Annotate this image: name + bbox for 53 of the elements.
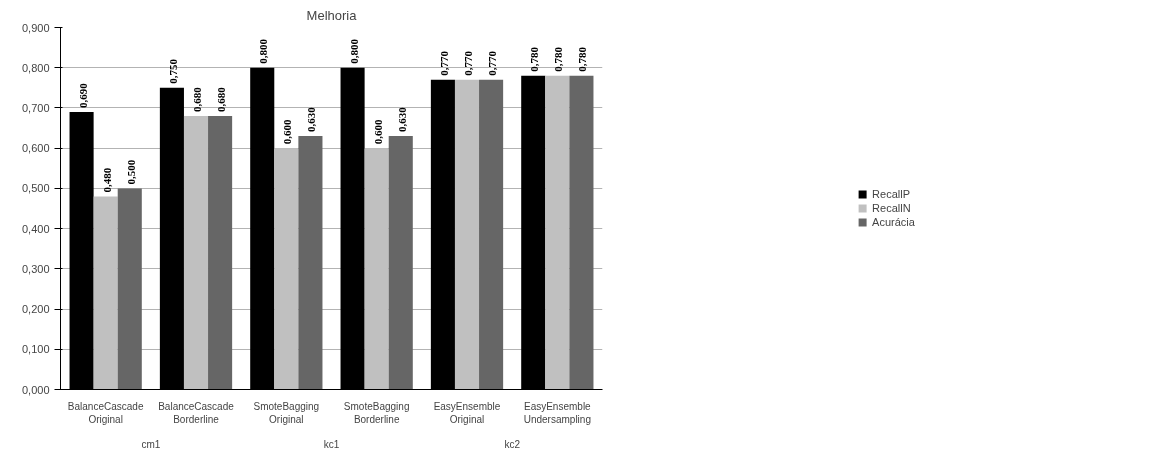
y-tick-label: 0,700 — [21, 101, 50, 114]
data-label: 0,630 — [395, 106, 408, 133]
legend-label: Acurácia — [872, 216, 915, 228]
data-label: 0,680 — [191, 86, 203, 112]
data-label: 0,680 — [215, 86, 228, 112]
legend-label: RecallN — [872, 202, 911, 214]
data-label: 0,800 — [347, 38, 360, 64]
bar — [569, 75, 594, 390]
bar — [479, 79, 504, 390]
data-label: 0,480 — [100, 167, 113, 193]
data-label: 0,780 — [576, 46, 589, 72]
y-tick-label: 0,400 — [21, 222, 50, 235]
data-label: 0,770 — [437, 50, 450, 76]
bar — [183, 115, 209, 390]
data-label: 0,780 — [552, 46, 565, 72]
data-label: 0,780 — [528, 46, 541, 72]
y-tick-label: 0,600 — [21, 142, 50, 155]
y-tick-label: 0,900 — [21, 21, 50, 34]
data-label: 0,690 — [76, 82, 89, 108]
data-label: 0,770 — [462, 50, 474, 76]
y-tick-label: 0,000 — [21, 383, 50, 396]
x-tick-label: EasyEnsemble Undersampling — [523, 400, 592, 425]
legend-label: RecallP — [872, 188, 911, 200]
bar — [545, 75, 570, 390]
text: cm1 — [141, 438, 161, 450]
chart-title: Melhoria — [306, 7, 358, 23]
x-tick-label: SmoteBagging Original — [253, 400, 320, 425]
bar — [364, 148, 389, 390]
bar — [208, 115, 233, 390]
bar — [117, 188, 142, 390]
bar — [93, 196, 118, 390]
data-label: 0,600 — [281, 118, 294, 145]
data-label: 0,630 — [305, 106, 318, 133]
bar — [274, 148, 299, 390]
x-tick-label: EasyEnsemble Original — [433, 400, 501, 425]
y-tick-label: 0,100 — [21, 343, 50, 356]
data-label: 0,750 — [166, 58, 179, 84]
y-tick-label: 0,800 — [21, 61, 50, 74]
y-tick-label: 0,200 — [21, 303, 50, 316]
bar — [298, 136, 323, 390]
y-tick-label: 0,300 — [21, 262, 50, 275]
x-tick-label: SmoteBagging Borderline — [343, 400, 410, 425]
x-tick-label: BalanceCascade Original — [67, 400, 144, 425]
data-label: 0,500 — [124, 159, 137, 185]
data-label: 0,600 — [371, 118, 384, 145]
data-label: 0,800 — [257, 38, 270, 64]
data-label: 0,770 — [486, 50, 499, 76]
bar — [454, 79, 480, 390]
y-tick-label: 0,500 — [21, 182, 50, 195]
x-tick-label: BalanceCascade Borderline — [158, 400, 235, 425]
bar — [388, 136, 413, 390]
text: kc1 — [323, 438, 340, 450]
text: kc2 — [504, 438, 521, 450]
